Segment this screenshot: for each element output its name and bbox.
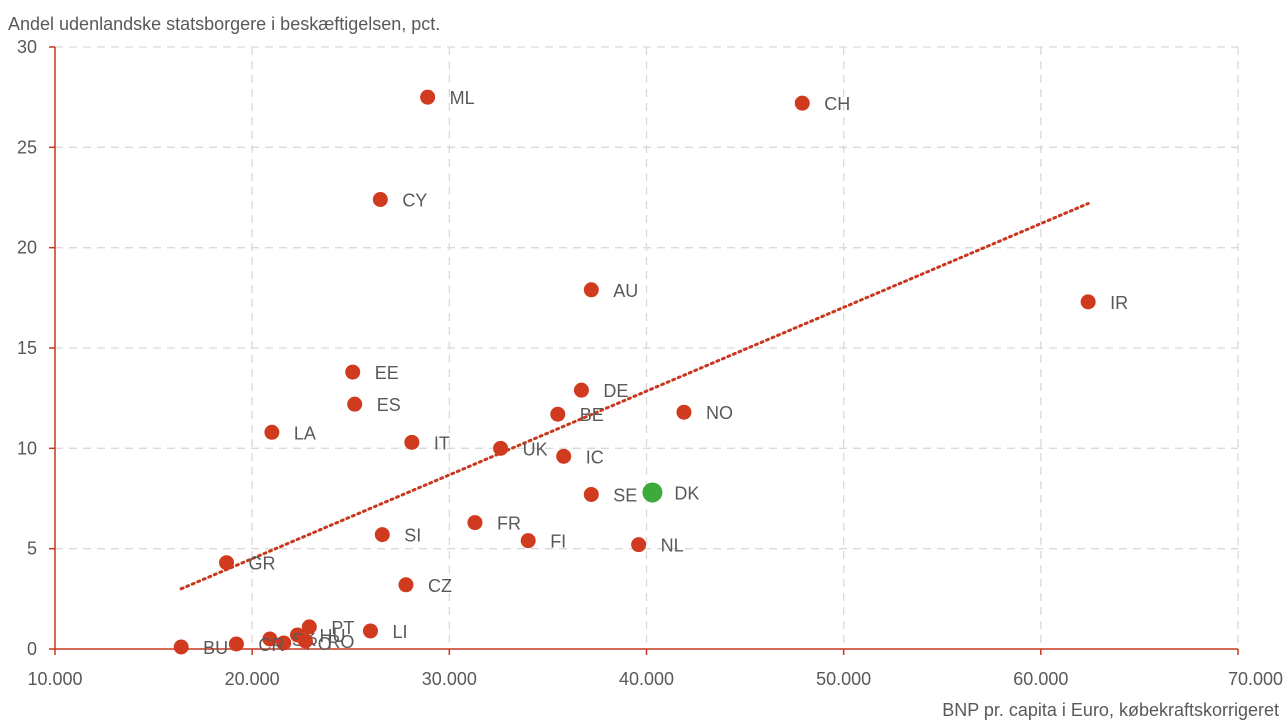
data-label-ir: IR (1110, 293, 1128, 313)
data-point-cy (372, 192, 388, 208)
data-point-ro (297, 633, 313, 649)
data-label-dk: DK (674, 483, 699, 503)
y-tick-label: 20 (17, 238, 37, 258)
data-point-nl (631, 537, 647, 553)
data-point-ic (556, 448, 572, 464)
x-tick-label: 60.000 (1013, 669, 1068, 689)
data-label-no: NO (706, 403, 733, 423)
data-point-ch (794, 95, 810, 111)
y-tick-label: 15 (17, 338, 37, 358)
data-label-cr: CR (258, 635, 284, 655)
data-point-cz (398, 577, 414, 593)
x-tick-label: 70.000 (1228, 669, 1283, 689)
data-label-bu: BU (203, 638, 228, 658)
data-point-sk (262, 631, 278, 647)
data-label-it: IT (434, 433, 450, 453)
data-label-hu: HU (320, 626, 346, 646)
data-label-uk: UK (523, 439, 548, 459)
data-label-be: BE (580, 405, 604, 425)
data-point-no (676, 404, 692, 420)
y-tick-label: 10 (17, 438, 37, 458)
data-label-ic: IC (586, 447, 604, 467)
data-label-es: ES (377, 395, 401, 415)
trendline (179, 202, 1090, 591)
data-point-pt (301, 619, 317, 635)
data-point-au (583, 282, 599, 298)
data-point-po (276, 635, 292, 651)
data-point-dk (642, 482, 663, 503)
y-tick-label: 0 (27, 639, 37, 659)
y-axis-label: Andel udenlandske statsborgere i beskæft… (8, 14, 440, 34)
data-point-uk (493, 440, 509, 456)
tick-labels: 0 5 10 15 20 25 30 10.000 20.000 30.000 40.000 50.0… (17, 37, 1283, 689)
data-label-fi: FI (550, 532, 566, 552)
data-label-ml: ML (450, 88, 475, 108)
data-point-it (404, 434, 420, 450)
data-label-ee: EE (375, 363, 399, 383)
data-label-pt: PT (331, 618, 354, 638)
y-tick-label: 30 (17, 37, 37, 57)
data-point-gr (219, 555, 235, 571)
data-point-fr (467, 515, 483, 531)
data-label-se: SE (613, 485, 637, 505)
data-label-li: LI (392, 622, 407, 642)
data-label-ro: RO (327, 632, 354, 652)
data-point-la (264, 424, 280, 440)
data-point-ee (345, 364, 361, 380)
data-point-se (583, 486, 599, 502)
y-tick-label: 5 (27, 539, 37, 559)
data-point-bu (173, 639, 189, 655)
x-tick-label: 10.000 (27, 669, 82, 689)
axes (49, 46, 1239, 655)
data-label-gr: GR (249, 554, 276, 574)
data-label-au: AU (613, 281, 638, 301)
x-tick-label: 40.000 (619, 669, 674, 689)
data-label-cy: CY (402, 191, 427, 211)
data-point-de (573, 382, 589, 398)
data-point-be (550, 406, 566, 422)
data-label-cz: CZ (428, 576, 452, 596)
x-tick-label: 30.000 (422, 669, 477, 689)
x-tick-label: 50.000 (816, 669, 871, 689)
data-label-nl: NL (661, 536, 684, 556)
data-label-fr: FR (497, 514, 521, 534)
data-point-li (362, 623, 378, 639)
y-tick-label: 25 (17, 137, 37, 157)
data-label-ch: CH (824, 94, 850, 114)
data-points: ML CH CY AU IR EE DE ES NO BE LA IT UK IC SE DK FR SI FI NL… (173, 88, 1128, 658)
data-point-fi (520, 533, 536, 549)
data-label-la: LA (294, 423, 316, 443)
data-label-de: DE (603, 381, 628, 401)
data-point-si (374, 527, 390, 543)
data-point-ir (1080, 294, 1096, 310)
trendline-path (179, 202, 1090, 591)
data-point-cr (228, 636, 244, 652)
data-label-si: SI (404, 526, 421, 546)
x-tick-label: 20.000 (225, 669, 280, 689)
x-axis-label: BNP pr. capita i Euro, købekraftskorrige… (942, 700, 1279, 720)
data-point-ml (420, 89, 436, 105)
gridlines (55, 46, 1239, 649)
data-point-es (347, 396, 363, 412)
